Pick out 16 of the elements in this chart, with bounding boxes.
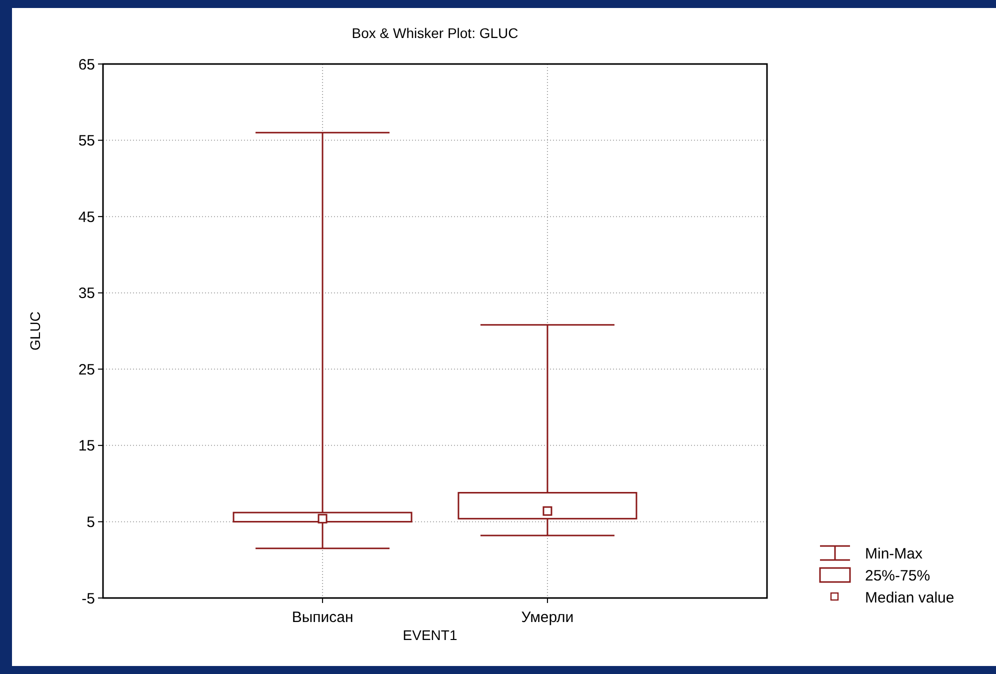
- y-tick-label: 55: [78, 132, 95, 150]
- y-tick-label: -5: [82, 590, 95, 608]
- x-tick-label: Умерли: [521, 609, 574, 626]
- x-tick-label: Выписан: [292, 609, 354, 626]
- y-tick-label: 15: [78, 438, 95, 455]
- chart-title: Box & Whisker Plot: GLUC: [352, 25, 518, 41]
- y-axis-title: GLUC: [27, 312, 43, 350]
- text: Median value: [865, 589, 954, 606]
- text: Min-Max: [865, 545, 923, 562]
- x-axis-title: EVENT1: [402, 627, 458, 643]
- text: 25%-75%: [865, 567, 930, 584]
- y-tick-label: 25: [78, 361, 95, 378]
- y-tick-label: 65: [78, 56, 95, 74]
- y-tick-label: 35: [78, 285, 95, 302]
- y-tick-label: 5: [86, 514, 95, 531]
- y-tick-label: 45: [78, 208, 95, 226]
